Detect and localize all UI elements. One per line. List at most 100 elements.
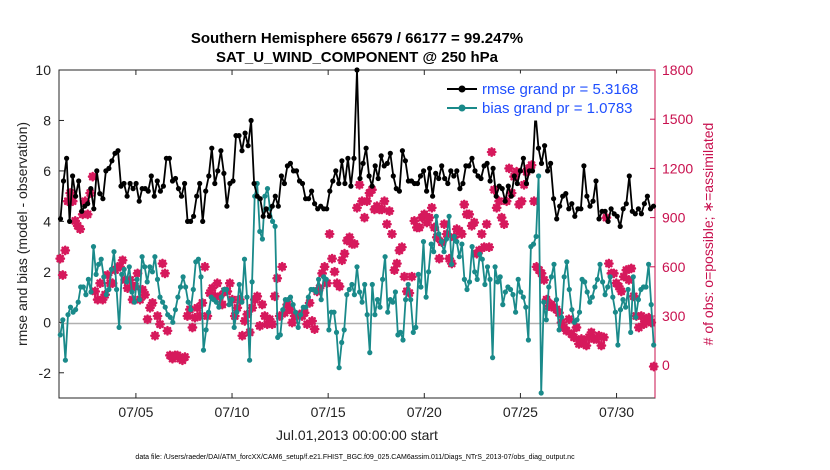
bias-point [175, 294, 181, 300]
rmse-point [299, 180, 306, 187]
rmse-point [460, 180, 466, 187]
x-tick-label: 07/10 [215, 404, 250, 420]
legend-label-bias: bias grand pr = 1.0783 [482, 100, 633, 117]
bias-point [541, 299, 547, 305]
obs-marker [569, 332, 579, 343]
rmse-point [57, 216, 64, 222]
rmse-point [188, 218, 194, 224]
rmse-point [287, 160, 293, 166]
bias-point [170, 319, 176, 325]
obs-marker [584, 332, 594, 343]
bias-point [433, 213, 439, 219]
obs-marker [623, 275, 634, 285]
bias-point [587, 299, 593, 305]
bias-point [57, 332, 63, 338]
rmse-point [626, 173, 632, 179]
bias-point [295, 324, 301, 330]
bias-point [569, 307, 575, 313]
bias-point [553, 297, 560, 303]
obs-marker [57, 270, 68, 280]
rmse-point [457, 186, 463, 192]
obs-marker [282, 299, 293, 310]
rmse-point [324, 206, 330, 212]
bias-point [620, 297, 626, 303]
obs-marker [299, 307, 310, 318]
obs-marker [648, 361, 659, 372]
y-right-axis-ticks: 0 300 600 900 1200 1500 1800 [650, 62, 693, 398]
bias-point [607, 274, 613, 280]
obs-marker [269, 291, 280, 302]
bias-point [73, 307, 79, 313]
obs-marker [157, 258, 168, 269]
obs-marker [541, 294, 552, 305]
bias-point [484, 264, 491, 270]
bias-point [548, 274, 555, 280]
obs-marker [511, 166, 522, 177]
bias-point [241, 256, 248, 262]
x-tick-label: 07/25 [503, 404, 538, 420]
bias-point [180, 274, 186, 280]
rmse-point [106, 165, 112, 171]
obs-marker [456, 229, 467, 239]
obs-marker [87, 171, 98, 182]
obs-marker [337, 255, 347, 266]
rmse-point [133, 180, 139, 187]
bias-point [518, 289, 524, 295]
bias-point [369, 281, 375, 288]
rmse-point [508, 193, 514, 199]
obs-marker [424, 212, 435, 223]
bias-point [96, 261, 102, 267]
y-right-axis-label: # of obs: o=possible; ∗=assimilated [700, 123, 716, 346]
bias-point [490, 355, 496, 361]
rmse-point [396, 188, 402, 194]
bias-point [380, 276, 386, 282]
y-tick-label: 8 [43, 112, 51, 128]
rmse-point [281, 180, 287, 187]
rmse-point [414, 180, 421, 187]
bias-point [574, 317, 580, 323]
bias-point [247, 357, 253, 363]
obs-marker [187, 322, 198, 333]
bias-point [617, 307, 624, 313]
bias-point [152, 254, 158, 260]
rmse-point [439, 163, 445, 169]
rmse-point [466, 163, 472, 169]
rmse-point [124, 193, 130, 199]
rmse-point [451, 173, 457, 179]
rmse-point [100, 196, 106, 202]
obs-marker [574, 338, 584, 349]
bias-point [551, 261, 557, 267]
obs-marker [267, 319, 278, 330]
obs-marker [264, 314, 275, 325]
bias-point [106, 286, 112, 293]
obs-marker [494, 196, 505, 207]
obs-marker [75, 224, 86, 234]
obs-marker [384, 206, 395, 216]
bias-point [633, 314, 639, 320]
obs-marker [576, 334, 587, 344]
bias-point [129, 289, 135, 295]
rmse-point [293, 168, 300, 174]
obs-marker [434, 253, 445, 264]
bias-point [377, 304, 383, 310]
rmse-point [584, 193, 590, 199]
y-right-tick-label: 1200 [662, 160, 693, 176]
bias-point [318, 297, 324, 303]
chart-title-line2: SAT_U_WIND_COMPONENT @ 250 hPa [216, 49, 499, 66]
bias-point [157, 294, 163, 300]
bias-point [449, 261, 455, 267]
bias-point [244, 294, 250, 300]
obs-marker [209, 291, 220, 302]
bias-point [354, 264, 360, 270]
bias-point [420, 239, 427, 245]
obs-marker [556, 317, 567, 328]
obs-marker [319, 261, 330, 272]
bias-point [415, 271, 421, 277]
plot-area [58, 69, 656, 399]
rmse-point [454, 168, 460, 174]
rmse-point [348, 183, 354, 189]
rmse-point [554, 216, 560, 222]
y-right-tick-label: 1500 [662, 111, 693, 127]
obs-marker [593, 330, 604, 341]
bias-point [344, 292, 350, 298]
